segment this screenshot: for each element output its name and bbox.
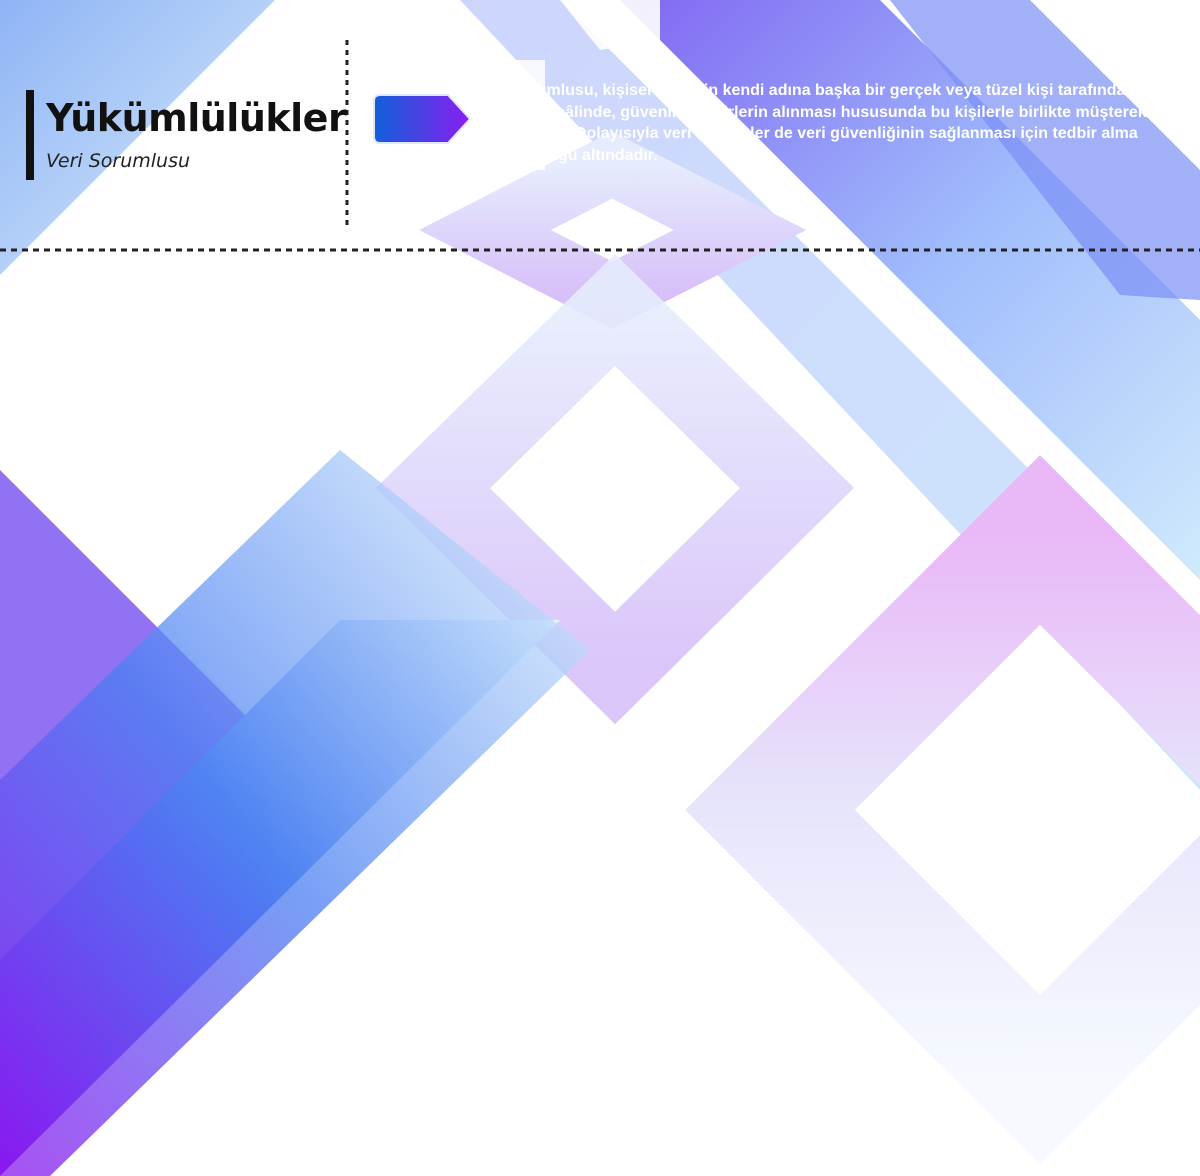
band [0, 450, 590, 1176]
band [890, 0, 1200, 300]
diamond-outline [375, 254, 855, 725]
diamond-outline [685, 455, 1200, 1165]
subtitle: Veri Sorumlusu [46, 150, 191, 172]
title: Yükümlülükler [46, 96, 347, 140]
band [620, 0, 1200, 580]
corner-shape [0, 0, 275, 275]
title-block: Yükümlülükler Veri Sorumlusu [26, 90, 347, 180]
body-text: Veri sorumlusu, kişisel verilerin kendi … [478, 82, 1166, 164]
tag-icon [373, 94, 472, 144]
